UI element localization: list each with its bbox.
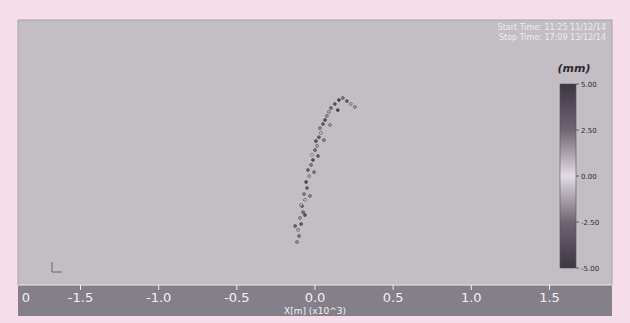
point bbox=[337, 99, 340, 102]
colorbar-tick bbox=[576, 268, 579, 269]
point bbox=[327, 110, 330, 113]
points bbox=[294, 96, 357, 243]
point bbox=[305, 180, 308, 183]
time-label: Stop Time: 17:09 13/12/14 bbox=[499, 33, 606, 42]
point bbox=[336, 109, 339, 112]
colorbar bbox=[560, 84, 576, 268]
colorbar-tick-label: 2.50 bbox=[581, 127, 597, 135]
point bbox=[314, 149, 317, 152]
point bbox=[297, 228, 300, 231]
point bbox=[329, 106, 332, 109]
point bbox=[311, 158, 314, 161]
point bbox=[306, 168, 309, 171]
point bbox=[294, 224, 297, 227]
point bbox=[303, 198, 306, 201]
point bbox=[308, 175, 311, 178]
axis-glyph bbox=[52, 262, 53, 272]
point bbox=[308, 194, 311, 197]
point bbox=[321, 122, 324, 125]
colorbar-tick bbox=[576, 176, 579, 177]
colorbar-tick bbox=[576, 130, 579, 131]
point bbox=[324, 118, 327, 121]
point bbox=[329, 123, 332, 126]
chart: -1.5 -1.0 -0.5 0.0 0.5 1.0 1.5 0 X[m] (x10^3) Sta… bbox=[0, 0, 630, 323]
point bbox=[316, 144, 319, 147]
point bbox=[317, 136, 320, 139]
point bbox=[314, 140, 317, 143]
x-tick-label: 1.5 bbox=[539, 290, 560, 305]
point bbox=[341, 96, 344, 99]
point bbox=[316, 154, 319, 157]
x-tick-label: 0.5 bbox=[383, 290, 404, 305]
point bbox=[300, 203, 303, 206]
colorbar-tick-label: -5.00 bbox=[581, 265, 599, 273]
colorbar-tick-label: 0.00 bbox=[581, 173, 597, 181]
x-axis-title: X[m] (x10^3) bbox=[284, 306, 346, 316]
colorbar-tick bbox=[576, 222, 579, 223]
axis-strip bbox=[18, 285, 612, 316]
point bbox=[303, 193, 306, 196]
point bbox=[313, 171, 316, 174]
point bbox=[296, 241, 299, 244]
time-label: Start Time: 11:25 11/12/14 bbox=[498, 23, 606, 32]
axis-glyph bbox=[52, 272, 62, 273]
point bbox=[333, 103, 336, 106]
x-tick-label: 0.0 bbox=[305, 290, 326, 305]
point bbox=[302, 211, 305, 214]
colorbar-tick-label: -2.50 bbox=[581, 219, 599, 227]
plot-area bbox=[18, 20, 612, 285]
point bbox=[306, 187, 309, 190]
point bbox=[345, 100, 348, 103]
point bbox=[311, 153, 314, 156]
corner-label: 0 bbox=[22, 290, 30, 305]
point bbox=[310, 163, 313, 166]
x-tick-label: -1.5 bbox=[68, 290, 93, 305]
point bbox=[325, 114, 328, 117]
point bbox=[300, 223, 303, 226]
colorbar-tick bbox=[576, 84, 579, 85]
point bbox=[353, 105, 356, 108]
point bbox=[322, 139, 325, 142]
x-tick-label: -0.5 bbox=[224, 290, 249, 305]
colorbar-title: (mm) bbox=[558, 62, 591, 75]
colorbar-tick-label: 5.00 bbox=[581, 81, 597, 89]
point bbox=[319, 131, 322, 134]
point bbox=[319, 127, 322, 130]
point bbox=[349, 103, 352, 106]
x-tick-label: 1.0 bbox=[461, 290, 482, 305]
point bbox=[303, 214, 306, 217]
x-tick-label: -1.0 bbox=[146, 290, 171, 305]
point bbox=[298, 216, 301, 219]
point bbox=[298, 234, 301, 237]
